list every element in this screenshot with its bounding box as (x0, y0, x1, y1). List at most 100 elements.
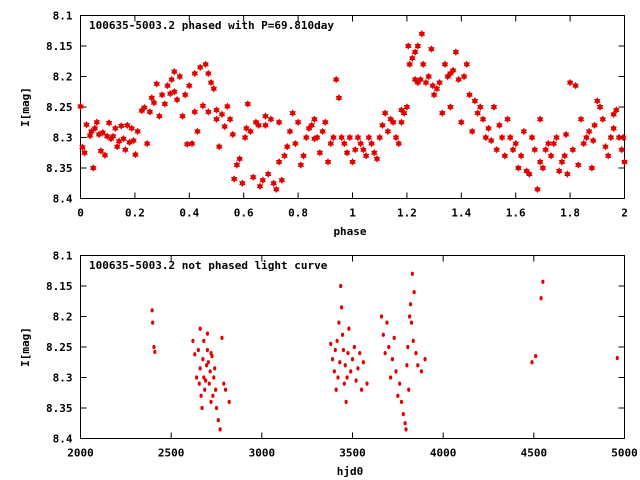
unphased-data-point (205, 347, 210, 353)
unphased-data-point (340, 332, 345, 337)
phased-data-point (575, 161, 582, 169)
phased-data-point (436, 78, 443, 87)
phased-data-point (406, 60, 413, 69)
unphased-y-tick-label: 8.25 (46, 341, 73, 354)
phased-data-point (596, 103, 604, 111)
phased-data-point (460, 72, 468, 81)
phased-data-point (360, 145, 367, 154)
unphased-data-point (218, 427, 222, 432)
phased-data-point (477, 103, 484, 111)
phased-data-point (371, 149, 378, 157)
unphased-data-point (359, 387, 364, 392)
phased-data-point (115, 137, 123, 145)
phased-data-point (526, 170, 533, 178)
unphased-data-point (394, 369, 398, 374)
unphased-data-point (410, 271, 414, 276)
unphased-data-point (209, 399, 213, 405)
unphased-data-point (354, 378, 358, 383)
phased-data-point (241, 133, 249, 142)
phased-data-point (236, 155, 243, 163)
phased-data-point (83, 120, 90, 129)
phased-data-point (128, 124, 135, 133)
phased-data-point (273, 185, 280, 194)
phased-data-point (319, 127, 326, 136)
phased-x-tick-label: 2 (621, 207, 628, 220)
phased-data-point (205, 69, 212, 78)
unphased-y-tick-label: 8.4 (53, 433, 73, 446)
unphased-data-point (199, 393, 203, 398)
phased-data-point (468, 127, 476, 136)
phased-panel: 0 0.2 0.4 0.6 0.8 1 1.2 1.4 1.6 1.8 2 8.1 8.15 8.2 8.2… (19, 10, 628, 239)
phased-x-tick-label: 1.2 (397, 207, 417, 220)
phased-data-point (230, 175, 238, 183)
phased-data-point (109, 132, 117, 141)
unphased-data-point (419, 369, 424, 374)
phased-data-point (553, 133, 560, 142)
phased-data-point (300, 152, 307, 160)
unphased-data-point (204, 363, 209, 368)
phased-data-point (589, 136, 597, 145)
phased-data-point (362, 152, 370, 160)
phased-data-point (239, 179, 246, 187)
phased-data-point (113, 142, 121, 151)
phased-data-point (97, 147, 105, 155)
unphased-x-tick-label: 4500 (521, 447, 548, 460)
phased-y-axis-label: I[mag] (19, 87, 32, 127)
phased-data-point (179, 112, 186, 120)
phased-data-point (164, 81, 171, 90)
unphased-x-tick-label: 5000 (611, 447, 638, 460)
phased-data-point (311, 115, 318, 123)
phased-panel-title: 100635-5003.2 phased with P=69.810day (89, 19, 334, 32)
phased-data-point (183, 140, 191, 148)
phased-x-axis-label: phase (333, 225, 366, 238)
unphased-data-point (408, 314, 412, 319)
unphased-data-point (209, 350, 213, 356)
phased-data-point (191, 108, 198, 116)
unphased-data-point (343, 363, 347, 368)
phased-y-tick-label: 8.25 (46, 101, 73, 114)
phased-data-point (156, 112, 163, 120)
unphased-data-point (208, 369, 212, 374)
phased-data-point (384, 127, 392, 136)
phased-data-point (414, 78, 422, 87)
phased-data-point (583, 133, 590, 142)
unphased-data-points (150, 271, 619, 432)
phased-data-point (429, 81, 436, 90)
phased-data-point (351, 145, 359, 154)
phased-data-point (148, 94, 156, 102)
unphased-data-point (191, 338, 195, 344)
phased-data-point (126, 138, 133, 147)
phased-x-tick-label: 0.6 (234, 207, 254, 220)
phased-data-point (577, 115, 585, 123)
unphased-data-point (329, 341, 333, 347)
unphased-data-point (534, 353, 538, 359)
phased-data-point (243, 124, 250, 133)
phased-data-point (181, 91, 189, 99)
phased-y-tick-label: 8.4 (53, 193, 73, 206)
phased-x-tick-label: 0.8 (288, 207, 308, 220)
phased-data-point (171, 88, 178, 96)
phased-data-point (281, 152, 288, 160)
phased-data-point (341, 139, 348, 148)
phased-data-point (536, 158, 544, 166)
phased-data-point (479, 115, 487, 123)
phased-data-point (403, 103, 411, 111)
unphased-data-point (152, 344, 156, 350)
unphased-data-point (385, 320, 389, 325)
phased-data-point (286, 127, 294, 136)
phased-data-point (93, 118, 101, 126)
phased-data-point (349, 158, 356, 166)
unphased-data-point (197, 381, 201, 386)
phased-data-point (572, 81, 579, 90)
phased-x-tick-label: 0.2 (125, 207, 145, 220)
unphased-data-point (358, 350, 362, 356)
unphased-data-point (203, 387, 207, 392)
phased-data-point (158, 91, 166, 99)
unphased-data-point (347, 326, 351, 331)
unphased-y-tick-label: 8.1 (53, 250, 73, 263)
phased-data-point (213, 106, 220, 114)
phased-data-point (419, 60, 427, 69)
phased-data-point (425, 72, 432, 81)
unphased-data-point (204, 378, 208, 383)
